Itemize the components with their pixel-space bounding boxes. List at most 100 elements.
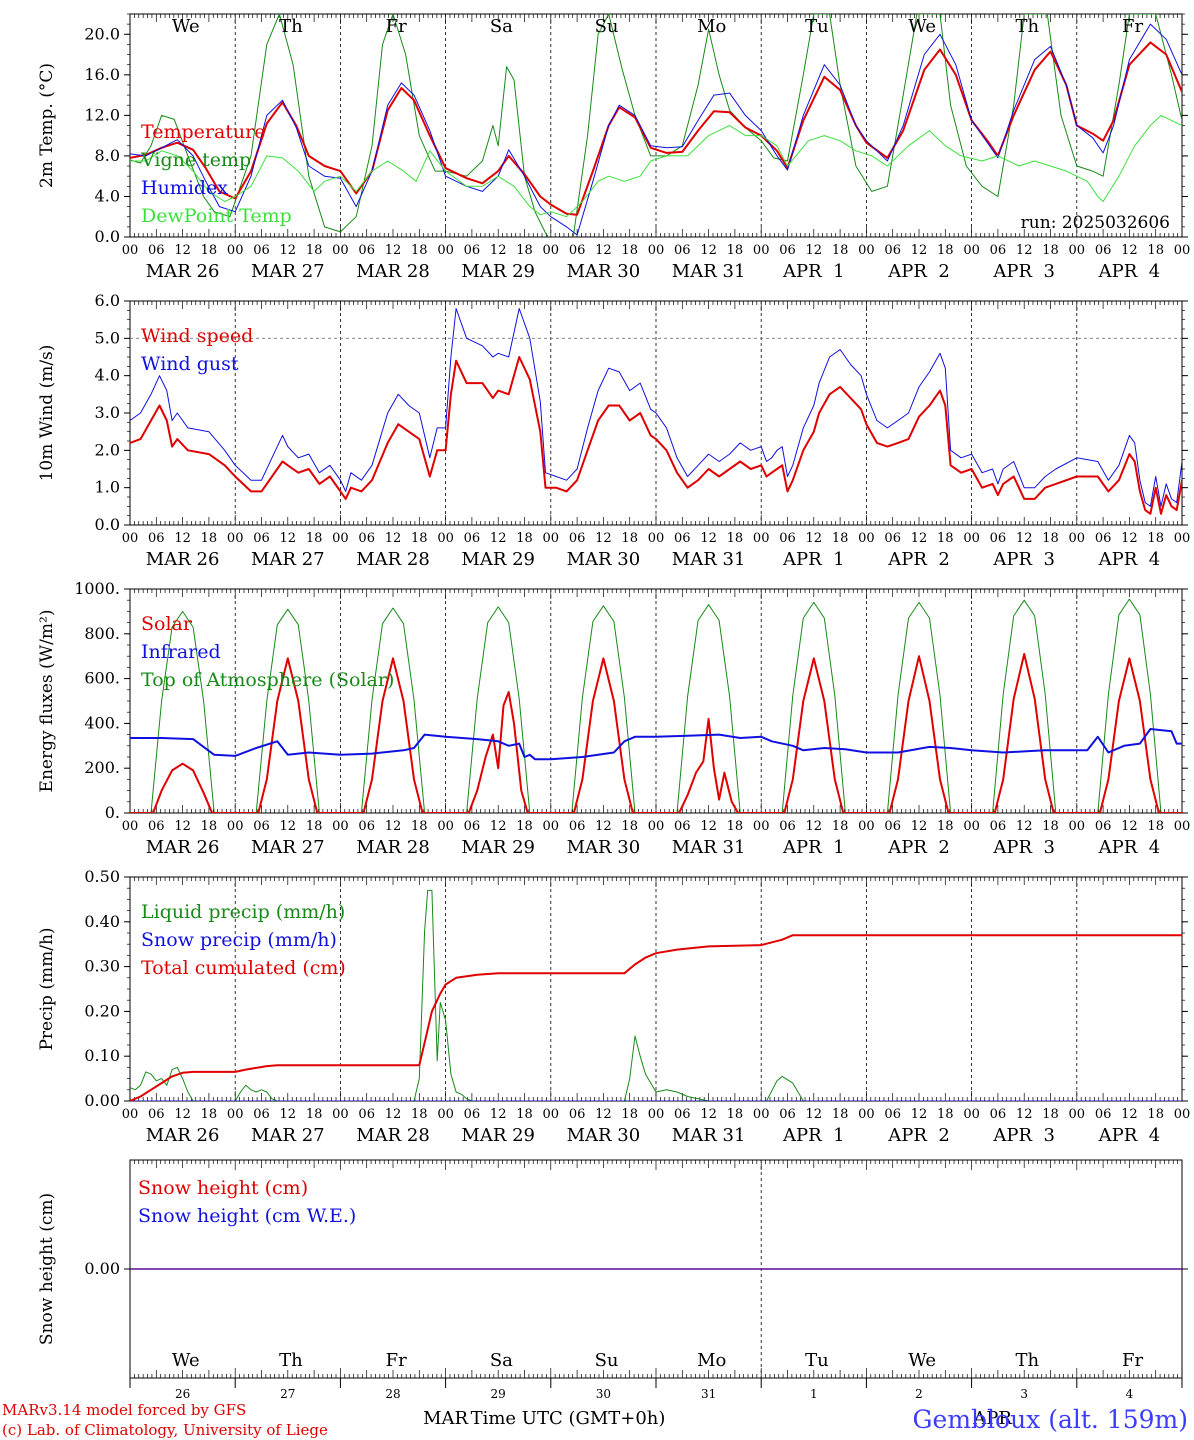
hour-label: 06: [990, 819, 1007, 834]
hour-label: 12: [1016, 1107, 1033, 1122]
panel-temp: 0.0 4.0 8.0 12.0 16.0 20.0 2m Temp. (°C) 00 06 12…: [37, 13, 1190, 282]
hour-label: 18: [1147, 531, 1164, 546]
hour-label: 18: [411, 819, 428, 834]
month-label: MAR: [423, 1408, 468, 1429]
hour-label: 12: [1016, 819, 1033, 834]
hour-label: 00: [332, 819, 349, 834]
credit-line: MARv3.14 model forced by GFS: [2, 1401, 246, 1419]
date-label: MAR 28: [356, 549, 430, 570]
hour-label: 06: [1095, 531, 1112, 546]
panel-frame: [129, 588, 1183, 814]
date-label: MAR 31: [672, 837, 746, 858]
hour-label: 06: [148, 243, 165, 258]
hour-label: 18: [201, 819, 218, 834]
hour-label: 00: [963, 819, 980, 834]
date-label: APR 2: [887, 1125, 950, 1146]
hour-label: 12: [1121, 1107, 1138, 1122]
weekday-label: Fr: [386, 1350, 407, 1371]
day-number-label: 31: [701, 1387, 716, 1401]
date-label: APR 4: [1098, 1125, 1161, 1146]
date-label: MAR 31: [672, 549, 746, 570]
hour-label: 06: [464, 243, 481, 258]
hour-label: 12: [806, 819, 823, 834]
y-tick-label: 0.00: [84, 1259, 120, 1278]
y-tick-label: 4.0: [95, 366, 120, 385]
hour-label: 06: [253, 243, 270, 258]
weekday-label: Sa: [490, 1350, 513, 1371]
hour-label: 06: [569, 531, 586, 546]
hour-label: 12: [280, 531, 297, 546]
y-tick-label: 0.50: [84, 867, 120, 886]
hour-label: 12: [911, 1107, 928, 1122]
panel-precip: 0.00 0.10 0.20 0.30 0.40 0.50 Precip (mm/h) 00 0…: [37, 867, 1190, 1146]
hour-label: 18: [1042, 243, 1059, 258]
hour-label: 12: [911, 819, 928, 834]
hour-label: 12: [806, 243, 823, 258]
hour-label: 12: [174, 1107, 191, 1122]
day-number-label: 3: [1020, 1387, 1028, 1401]
hour-label: 00: [437, 243, 454, 258]
y-tick-label: 2.0: [95, 440, 120, 459]
hour-label: 06: [1095, 819, 1112, 834]
hour-label: 00: [753, 819, 770, 834]
hour-label: 18: [516, 243, 533, 258]
y-tick-label: 1000.: [74, 579, 120, 598]
weekday-label: Sa: [490, 16, 513, 37]
hour-label: 06: [253, 819, 270, 834]
weekday-label: Mo: [697, 1350, 726, 1371]
hour-label: 12: [806, 1107, 823, 1122]
weekday-label: Th: [279, 16, 303, 37]
date-label: APR 1: [782, 837, 845, 858]
hour-label: 06: [674, 1107, 691, 1122]
hour-label: 00: [1069, 1107, 1086, 1122]
day-number-label: 2: [915, 1387, 923, 1401]
hour-label: 06: [779, 819, 796, 834]
hour-label: 00: [753, 243, 770, 258]
weekday-label: Fr: [1122, 16, 1143, 37]
hour-label: 00: [227, 1107, 244, 1122]
weekday-label: We: [908, 1350, 936, 1371]
hour-label: 00: [122, 243, 139, 258]
hour-label: 06: [674, 531, 691, 546]
hour-label: 06: [990, 531, 1007, 546]
y-axis-title: Snow height (cm): [37, 1193, 57, 1345]
hour-label: 12: [1121, 819, 1138, 834]
legend-entry: Wind gust: [141, 353, 239, 375]
legend-entry: Infrared: [141, 641, 221, 663]
hour-label: 06: [990, 243, 1007, 258]
day-number-label: 29: [491, 1387, 506, 1401]
date-label: MAR 29: [461, 1125, 535, 1146]
y-tick-label: 0.20: [84, 1001, 120, 1020]
hour-label: 00: [1174, 1107, 1191, 1122]
hour-label: 06: [358, 819, 375, 834]
hour-label: 18: [201, 1107, 218, 1122]
date-label: APR 1: [782, 261, 845, 282]
hour-label: 00: [437, 531, 454, 546]
hour-label: 12: [1121, 243, 1138, 258]
hour-label: 12: [595, 819, 612, 834]
hour-label: 12: [1121, 531, 1138, 546]
hour-label: 18: [727, 531, 744, 546]
run-label: run: 2025032606: [1021, 213, 1170, 233]
hour-label: 06: [674, 243, 691, 258]
hour-label: 12: [595, 1107, 612, 1122]
hour-label: 18: [201, 531, 218, 546]
hour-label: 18: [516, 819, 533, 834]
date-label: APR 4: [1098, 261, 1161, 282]
hour-label: 12: [280, 819, 297, 834]
y-axis-title: 10m Wind (m/s): [37, 345, 57, 482]
hour-label: 00: [227, 531, 244, 546]
panel-snow: 0.00 Snow height (cm) Snow height (cm) Snow…: [37, 1159, 1188, 1401]
weekday-label: Tu: [805, 16, 829, 37]
month-label: APR: [972, 1408, 1012, 1429]
hour-label: 12: [700, 531, 717, 546]
hour-label: 12: [385, 1107, 402, 1122]
hour-label: 12: [490, 819, 507, 834]
hour-label: 12: [806, 531, 823, 546]
hour-label: 06: [569, 243, 586, 258]
y-tick-label: 5.0: [95, 328, 120, 347]
hour-label: 12: [911, 243, 928, 258]
hour-label: 00: [858, 243, 875, 258]
hour-label: 06: [990, 1107, 1007, 1122]
